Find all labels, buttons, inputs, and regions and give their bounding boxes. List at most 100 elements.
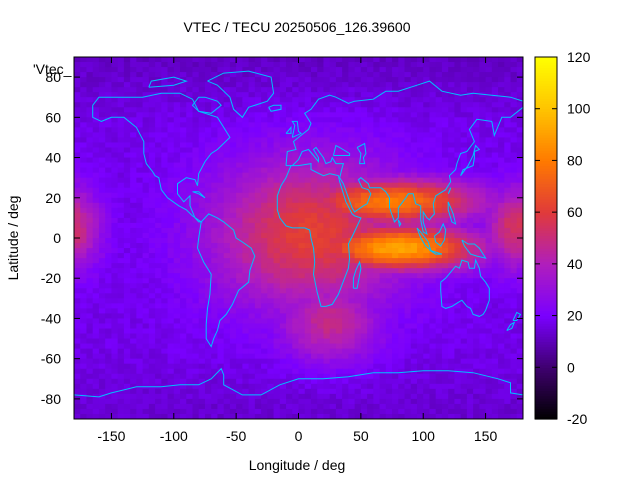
heat-cell	[498, 328, 505, 335]
heat-cell	[504, 132, 512, 139]
heat-cell	[161, 97, 169, 103]
heat-cell	[217, 142, 225, 149]
heat-cell	[248, 268, 256, 274]
heat-cell	[460, 122, 468, 128]
heat-cell	[142, 117, 150, 123]
heat-cell	[367, 328, 374, 335]
heat-cell	[423, 353, 431, 360]
heat-cell	[254, 378, 262, 385]
heat-cell	[105, 348, 113, 355]
heat-cell	[286, 248, 293, 254]
heat-cell	[279, 92, 287, 98]
heat-cell	[360, 358, 368, 365]
heat-cell	[229, 152, 237, 159]
heat-cell	[248, 323, 256, 330]
heat-cell	[491, 373, 499, 380]
heat-cell	[242, 222, 250, 229]
heat-cell	[223, 112, 231, 118]
heat-cell	[161, 398, 169, 405]
heat-cell	[142, 147, 150, 154]
heat-cell	[92, 192, 100, 199]
heat-cell	[448, 92, 456, 98]
heat-cell	[329, 132, 337, 139]
heat-cell	[504, 248, 512, 254]
heat-cell	[317, 197, 325, 204]
heat-cell	[211, 87, 219, 93]
heat-cell	[98, 222, 106, 229]
heat-cell	[123, 338, 131, 345]
heat-cell	[379, 298, 387, 304]
heat-cell	[310, 243, 318, 249]
heat-cell	[373, 358, 381, 365]
heat-cell	[335, 263, 343, 269]
heat-cell	[298, 122, 306, 128]
heat-cell	[504, 263, 512, 269]
heat-cell	[342, 107, 349, 113]
heat-cell	[180, 72, 187, 78]
heat-cell	[74, 238, 81, 244]
heat-cell	[317, 313, 325, 320]
heat-cell	[192, 298, 200, 304]
heat-cell	[317, 373, 325, 380]
heat-cell	[292, 127, 300, 134]
heat-cell	[416, 192, 424, 199]
heat-cell	[504, 238, 512, 244]
heat-cell	[98, 72, 106, 78]
heat-cell	[398, 308, 406, 315]
heat-cell	[242, 107, 250, 113]
heat-cell	[80, 378, 88, 385]
heat-cell	[105, 187, 113, 194]
heat-cell	[192, 152, 200, 159]
heat-cell	[248, 227, 256, 234]
heat-cell	[130, 57, 137, 63]
heat-cell	[229, 127, 237, 134]
heat-cell	[123, 273, 131, 279]
heat-cell	[379, 293, 387, 299]
heat-cell	[385, 253, 393, 259]
heat-cell	[385, 152, 393, 159]
heat-cell	[454, 263, 462, 269]
heat-cell	[273, 263, 281, 269]
heat-cell	[498, 112, 505, 118]
heat-cell	[473, 127, 480, 134]
heat-cell	[423, 182, 431, 189]
heat-cell	[167, 393, 175, 400]
heat-cell	[385, 117, 393, 123]
heat-cell	[186, 102, 194, 108]
heat-cell	[80, 152, 88, 159]
heat-cell	[354, 122, 362, 128]
heat-cell	[348, 127, 356, 134]
heat-cell	[180, 333, 187, 340]
heat-cell	[123, 388, 131, 395]
heat-cell	[229, 77, 237, 83]
heat-cell	[310, 348, 318, 355]
heat-cell	[242, 368, 250, 375]
heat-cell	[229, 112, 237, 118]
heat-cell	[211, 313, 219, 320]
heat-cell	[429, 398, 437, 405]
heat-cell	[242, 157, 250, 164]
heat-cell	[80, 398, 88, 405]
heat-cell	[460, 192, 468, 199]
heat-cell	[98, 187, 106, 194]
heat-cell	[342, 243, 349, 249]
heat-cell	[254, 212, 262, 219]
heat-cell	[398, 112, 406, 118]
heat-cell	[398, 167, 406, 174]
heat-cell	[429, 238, 437, 244]
heat-cell	[254, 127, 262, 134]
heat-cell	[123, 217, 131, 224]
heat-cell	[498, 268, 505, 274]
heat-cell	[298, 72, 306, 78]
heat-cell	[516, 328, 523, 335]
heat-cell	[261, 348, 268, 355]
heat-cell	[180, 102, 187, 108]
heat-cell	[310, 318, 318, 325]
heat-cell	[74, 112, 81, 118]
heat-cell	[342, 142, 349, 149]
heat-cell	[279, 318, 287, 325]
heat-cell	[192, 303, 200, 309]
heat-cell	[416, 398, 424, 405]
heat-cell	[404, 258, 412, 264]
heat-cell	[273, 343, 281, 350]
